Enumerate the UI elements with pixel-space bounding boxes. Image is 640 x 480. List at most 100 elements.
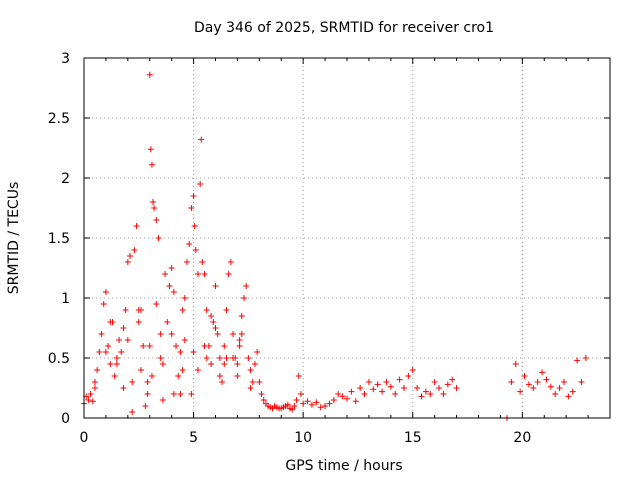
data-point	[116, 337, 123, 343]
data-point	[317, 404, 324, 411]
y-tick-label: 0.5	[48, 351, 70, 367]
data-point	[177, 349, 184, 355]
data-point	[556, 385, 563, 391]
data-point	[512, 361, 519, 367]
data-point	[85, 397, 92, 403]
data-point	[379, 388, 386, 395]
data-point	[284, 401, 291, 408]
data-point	[525, 381, 532, 388]
data-point	[400, 385, 407, 391]
data-point	[124, 259, 131, 265]
data-point	[300, 400, 307, 407]
data-point	[245, 355, 252, 361]
data-point	[170, 289, 177, 295]
data-point	[534, 379, 541, 385]
data-point	[230, 331, 237, 337]
data-point	[162, 271, 169, 277]
data-point	[194, 367, 201, 373]
data-point	[313, 399, 320, 406]
data-point	[335, 391, 342, 397]
data-point	[521, 373, 528, 379]
data-point	[258, 391, 265, 397]
data-point	[173, 343, 180, 349]
data-point	[212, 283, 219, 289]
data-point	[190, 193, 197, 199]
data-point	[188, 205, 195, 211]
data-point	[221, 343, 228, 349]
data-point	[181, 337, 188, 343]
data-point	[212, 325, 219, 331]
data-point	[208, 313, 215, 319]
data-point	[560, 379, 567, 385]
data-point	[422, 388, 429, 395]
data-point	[517, 388, 524, 395]
data-point	[168, 331, 175, 337]
data-point	[243, 283, 250, 289]
data-point	[365, 379, 372, 385]
data-point	[304, 398, 311, 405]
data-point	[427, 391, 434, 397]
data-point	[166, 283, 173, 289]
data-point	[530, 385, 537, 391]
data-point	[191, 223, 198, 229]
data-point	[159, 361, 166, 367]
data-point	[107, 319, 114, 325]
data-point	[227, 259, 234, 265]
y-tick-label: 2	[61, 171, 70, 187]
data-point	[201, 343, 208, 349]
grid	[84, 58, 610, 418]
data-point	[216, 373, 223, 379]
data-point	[188, 391, 195, 397]
data-point	[142, 403, 149, 409]
data-point	[236, 343, 243, 349]
data-point	[127, 253, 134, 259]
data-point	[129, 379, 136, 385]
data-point	[157, 331, 164, 337]
data-point	[414, 385, 421, 391]
data-point	[214, 331, 221, 337]
data-point	[157, 355, 164, 361]
data-point	[392, 391, 399, 397]
data-point	[137, 307, 144, 313]
data-point	[179, 367, 186, 373]
data-point	[221, 361, 228, 367]
data-point	[297, 391, 304, 397]
data-point	[348, 388, 355, 395]
data-point	[238, 331, 245, 337]
data-point	[216, 355, 223, 361]
data-point	[405, 373, 412, 379]
x-tick-label: 5	[189, 430, 198, 446]
data-point	[238, 313, 245, 319]
data-point	[151, 205, 158, 211]
data-point	[249, 379, 256, 385]
y-tick-label: 3	[61, 51, 70, 67]
data-point	[194, 271, 201, 277]
y-tick-label: 1	[61, 291, 70, 307]
data-point	[113, 355, 120, 361]
data-point	[361, 391, 368, 397]
data-point	[98, 331, 105, 337]
data-point	[153, 217, 160, 223]
data-point	[387, 383, 394, 390]
data-point	[431, 379, 438, 385]
data-point	[396, 376, 403, 383]
data-point	[153, 301, 160, 307]
data-point	[322, 403, 329, 409]
data-point	[203, 307, 210, 313]
data-point	[539, 369, 546, 376]
data-point	[569, 388, 576, 395]
data-point	[449, 376, 456, 383]
data-point	[135, 319, 142, 325]
data-point	[247, 367, 254, 373]
data-point	[574, 357, 581, 364]
data-point	[444, 381, 451, 388]
data-point	[91, 385, 98, 391]
data-point	[208, 361, 215, 367]
data-point	[344, 395, 350, 402]
data-point	[453, 385, 460, 391]
data-point	[330, 397, 337, 403]
data-point	[87, 391, 94, 397]
data-point	[236, 337, 243, 343]
data-point	[565, 393, 572, 400]
